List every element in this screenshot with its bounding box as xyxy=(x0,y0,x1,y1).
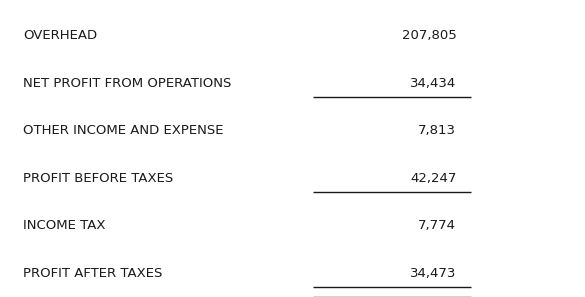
Text: OTHER INCOME AND EXPENSE: OTHER INCOME AND EXPENSE xyxy=(23,124,224,137)
Text: 34,473: 34,473 xyxy=(410,267,456,280)
Text: 7,813: 7,813 xyxy=(418,124,456,137)
Text: 34,434: 34,434 xyxy=(410,77,456,90)
Text: 207,805: 207,805 xyxy=(401,29,456,42)
Text: PROFIT BEFORE TAXES: PROFIT BEFORE TAXES xyxy=(23,172,174,185)
Text: 42,247: 42,247 xyxy=(410,172,456,185)
Text: INCOME TAX: INCOME TAX xyxy=(23,219,106,232)
Text: NET PROFIT FROM OPERATIONS: NET PROFIT FROM OPERATIONS xyxy=(23,77,232,90)
Text: 7,774: 7,774 xyxy=(418,219,456,232)
Text: OVERHEAD: OVERHEAD xyxy=(23,29,98,42)
Text: PROFIT AFTER TAXES: PROFIT AFTER TAXES xyxy=(23,267,163,280)
